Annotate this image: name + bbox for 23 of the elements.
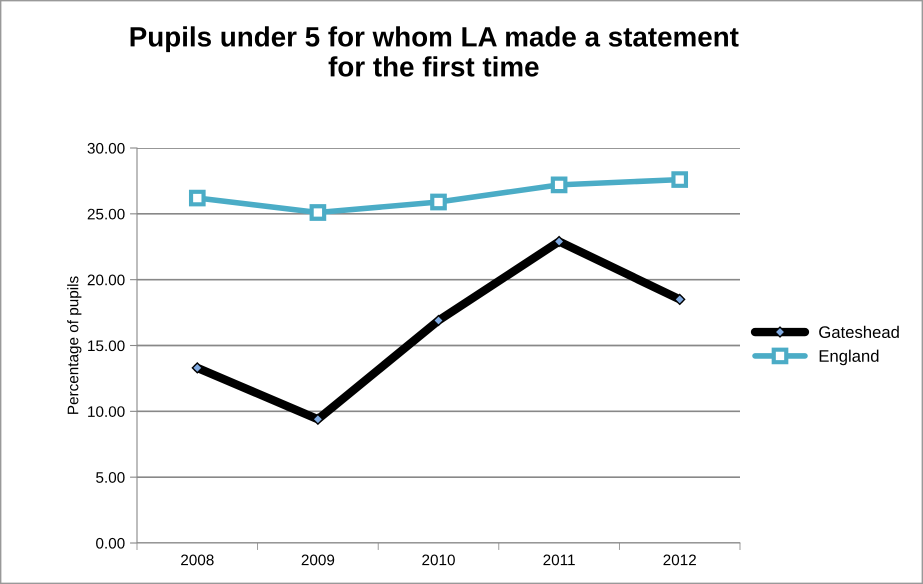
x-tick-label: 2012 bbox=[663, 554, 696, 566]
point bbox=[310, 204, 326, 221]
point bbox=[674, 294, 686, 306]
y-tick-label: 0.00 bbox=[96, 538, 125, 549]
point bbox=[430, 194, 447, 210]
point bbox=[192, 362, 203, 374]
legend-label: England bbox=[820, 350, 878, 366]
y-tick-label: 5.00 bbox=[96, 472, 125, 483]
chart-title: Pupils under 5 for whom LA made a statement for the first time bbox=[130, 26, 739, 77]
y-tick-label: 20.00 bbox=[88, 274, 125, 286]
point bbox=[188, 190, 206, 206]
x-tick-label: 2009 bbox=[302, 554, 334, 566]
y-tick-label: 15.00 bbox=[88, 340, 125, 352]
y-axis-title: Percentage of pupils bbox=[67, 276, 82, 414]
y-tick-label: 25.00 bbox=[88, 208, 125, 220]
legend-label: Gateshead bbox=[819, 326, 899, 338]
x-tick-label: 2011 bbox=[543, 554, 575, 566]
x-tick-label: 2008 bbox=[181, 554, 214, 566]
point bbox=[550, 176, 568, 194]
y-tick-label: 30.00 bbox=[88, 142, 125, 154]
point bbox=[671, 171, 688, 188]
y-tick-label: 10.00 bbox=[88, 406, 125, 418]
x-tick-label: 2010 bbox=[422, 554, 455, 566]
